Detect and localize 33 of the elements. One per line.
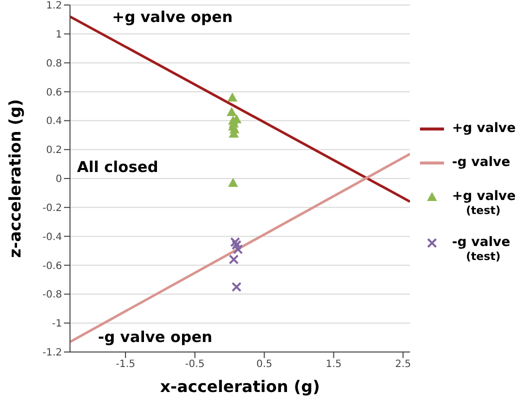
legend-label: -g valve (test) — [452, 235, 510, 263]
legend-label: +g valve (test) — [452, 189, 516, 217]
y-tick-label: -0.2 — [42, 202, 62, 214]
y-tick-label: 0.2 — [46, 145, 62, 156]
x-tick-label: 0.5 — [256, 359, 272, 370]
y-tick-label: 0.8 — [46, 58, 62, 70]
x-tick-label: 1.5 — [326, 359, 342, 370]
y-tick-label: 0.6 — [46, 87, 62, 98]
annotation: -g valve open — [98, 328, 212, 346]
y-tick-label: -0.8 — [42, 290, 62, 301]
point — [228, 254, 239, 264]
y-tick-label: 0.4 — [46, 116, 62, 128]
x-tick-label: -1.5 — [116, 359, 136, 370]
annotation: +g valve open — [112, 8, 233, 26]
x-tick-label: -0.5 — [185, 359, 205, 370]
point — [227, 92, 238, 102]
point — [232, 240, 242, 250]
point — [228, 178, 238, 187]
annotation: All closed — [77, 158, 158, 176]
x-tick-label: 2.5 — [395, 359, 412, 370]
point — [226, 106, 237, 116]
y-tick-label: 1 — [56, 29, 62, 40]
point — [232, 282, 242, 292]
legend-label: -g valve — [452, 155, 510, 170]
y-tick-label: -1 — [52, 318, 62, 330]
y-tick-label: -1.2 — [42, 348, 62, 359]
y-tick-label: -0.6 — [42, 260, 62, 272]
y-tick-label: 0 — [56, 174, 62, 186]
y-tick-label: -0.4 — [42, 232, 62, 243]
x-axis-title: x-acceleration (g) — [160, 377, 320, 396]
legend-label: +g valve — [452, 121, 516, 136]
y-tick-label: 1.2 — [46, 0, 62, 12]
y-axis-title: z-acceleration (g) — [6, 99, 25, 258]
